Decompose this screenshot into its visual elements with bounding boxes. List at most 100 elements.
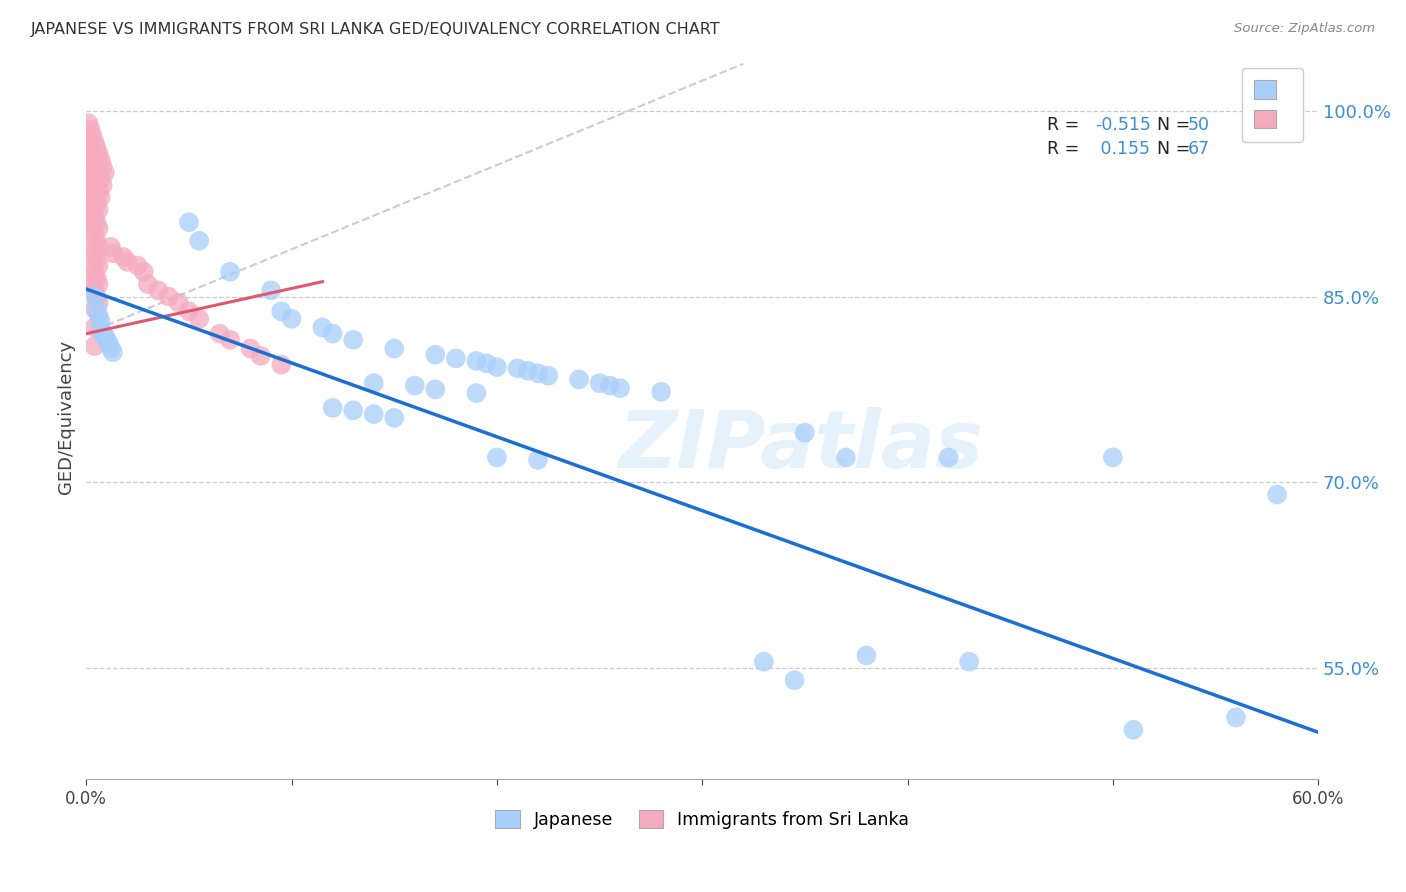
Point <box>82 202 104 217</box>
Point <box>783 673 806 688</box>
Point <box>87 147 110 161</box>
Point <box>83 246 105 260</box>
Point <box>77 135 100 149</box>
Point <box>83 301 105 316</box>
Point <box>650 384 672 399</box>
Point <box>588 376 610 391</box>
Point <box>444 351 467 366</box>
Point <box>83 283 105 297</box>
Point <box>270 304 292 318</box>
Point <box>91 160 114 174</box>
Point <box>83 227 105 242</box>
Point <box>425 348 447 362</box>
Point <box>112 250 135 264</box>
Point <box>609 381 631 395</box>
Point <box>1265 487 1288 501</box>
Point <box>188 311 211 326</box>
Point <box>311 320 333 334</box>
Point <box>425 382 447 396</box>
Point <box>94 329 117 343</box>
Point <box>87 240 110 254</box>
Point <box>83 153 105 168</box>
Text: Source: ZipAtlas.com: Source: ZipAtlas.com <box>1234 22 1375 36</box>
Point <box>1225 710 1247 724</box>
Point <box>219 333 242 347</box>
Point <box>86 301 108 316</box>
Point <box>599 378 621 392</box>
Point <box>87 184 110 198</box>
Point <box>132 265 155 279</box>
Text: -0.515: -0.515 <box>1095 116 1152 134</box>
Point <box>136 277 159 292</box>
Point <box>87 259 110 273</box>
Point <box>86 252 108 267</box>
Point <box>188 234 211 248</box>
Point <box>77 153 100 168</box>
Point <box>322 401 344 415</box>
Point <box>83 135 105 149</box>
Text: N =: N = <box>1146 116 1195 134</box>
Point <box>117 255 139 269</box>
Point <box>87 221 110 235</box>
Point <box>527 366 550 380</box>
Point <box>280 311 302 326</box>
Point <box>86 141 108 155</box>
Point <box>96 333 118 347</box>
Point <box>177 215 200 229</box>
Point <box>835 450 858 465</box>
Point <box>90 172 112 186</box>
Point <box>91 178 114 193</box>
Y-axis label: GED/Equivalency: GED/Equivalency <box>58 340 75 494</box>
Point <box>363 376 385 391</box>
Point <box>83 320 105 334</box>
Point <box>91 326 114 341</box>
Point <box>82 184 104 198</box>
Point <box>219 265 242 279</box>
Point <box>568 372 591 386</box>
Point <box>485 360 508 375</box>
Point <box>167 295 190 310</box>
Text: 67: 67 <box>1188 140 1211 158</box>
Point <box>404 378 426 392</box>
Point <box>527 453 550 467</box>
Point <box>506 361 529 376</box>
Point <box>752 655 775 669</box>
Point <box>90 190 112 204</box>
Text: R =: R = <box>1047 140 1085 158</box>
Point <box>79 141 101 155</box>
Point <box>177 304 200 318</box>
Text: JAPANESE VS IMMIGRANTS FROM SRI LANKA GED/EQUIVALENCY CORRELATION CHART: JAPANESE VS IMMIGRANTS FROM SRI LANKA GE… <box>31 22 720 37</box>
Point <box>82 259 104 273</box>
Point <box>465 386 488 401</box>
Point <box>79 178 101 193</box>
Point <box>342 403 364 417</box>
Point <box>82 128 104 143</box>
Point <box>485 450 508 465</box>
Point <box>86 178 108 193</box>
Point <box>82 221 104 235</box>
Point <box>83 190 105 204</box>
Point <box>82 166 104 180</box>
Point <box>475 356 498 370</box>
Point <box>86 234 108 248</box>
Point <box>83 265 105 279</box>
Point <box>516 364 538 378</box>
Point <box>90 314 112 328</box>
Point <box>938 450 960 465</box>
Point <box>342 333 364 347</box>
Point <box>90 320 112 334</box>
Point <box>87 202 110 217</box>
Point <box>79 215 101 229</box>
Point <box>382 410 405 425</box>
Text: N =: N = <box>1146 140 1195 158</box>
Point <box>127 259 149 273</box>
Point <box>83 172 105 186</box>
Point <box>465 354 488 368</box>
Point <box>322 326 344 341</box>
Point <box>87 295 110 310</box>
Point <box>90 153 112 168</box>
Point <box>957 655 980 669</box>
Point <box>382 342 405 356</box>
Point <box>855 648 877 663</box>
Text: 50: 50 <box>1188 116 1211 134</box>
